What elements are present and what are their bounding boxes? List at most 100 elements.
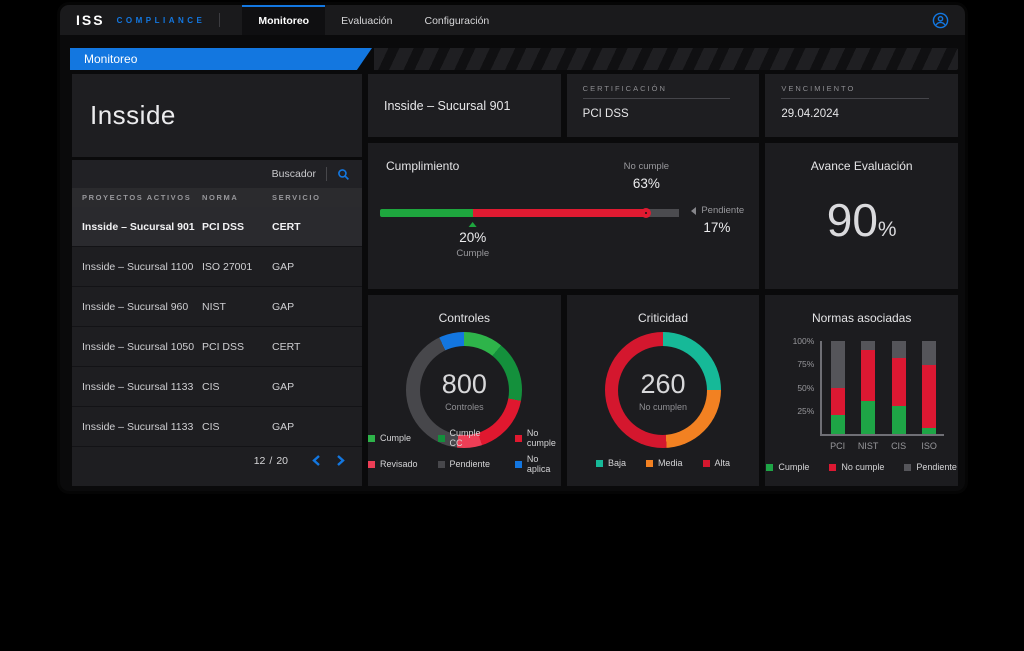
projects-sidebar: Insside Buscador PROYECTOS ACTIVOS N	[72, 74, 362, 486]
page-current: 12	[253, 454, 266, 467]
progress-marker[interactable]	[641, 208, 652, 218]
normas-x-axis: PCI NIST CIS ISO	[822, 441, 944, 451]
cell-servicio: GAP	[272, 420, 295, 433]
cell-proyecto: Insside – Sucursal 1133	[82, 420, 194, 433]
table-row[interactable]: Insside – Sucursal 1100 ISO 27001 GAP	[72, 247, 362, 287]
page-indicator: 12 / 20	[254, 455, 288, 467]
client-title: Insside	[72, 74, 362, 157]
x-axis-category-label: CIS	[891, 441, 907, 451]
brand-subtitle: COMPLIANCE	[116, 15, 206, 25]
stacked-bar-cis	[891, 341, 906, 434]
bar-segment	[922, 365, 937, 428]
bar-segment	[830, 387, 845, 416]
legend-label: Revisado	[380, 459, 418, 469]
user-account-icon[interactable]	[932, 12, 949, 29]
y-axis-tick-label: 100%	[792, 336, 815, 346]
app-window: ISS COMPLIANCE Monitoreo Evaluación Conf…	[60, 5, 965, 491]
criticidad-total: 260	[640, 368, 686, 399]
legend-item: Pendiente	[904, 462, 957, 472]
brand-logo: ISS COMPLIANCE	[60, 5, 221, 35]
bar-segment	[891, 406, 906, 434]
page-separator: /	[269, 454, 273, 467]
left-triangle-icon	[691, 206, 697, 215]
y-axis-tick-label: 50%	[797, 382, 815, 393]
bar-segment	[891, 357, 906, 407]
sidebar-filler	[72, 474, 362, 486]
ribbon-stripes-decoration	[374, 48, 958, 70]
avance-gauge: 90%	[765, 193, 958, 247]
legend-label: Cumple	[380, 433, 412, 443]
cell-proyecto: Insside – Sucursal 1133	[82, 380, 194, 393]
cell-servicio: CERT	[272, 220, 301, 233]
bar-segment	[922, 341, 937, 366]
bar-segment	[830, 341, 845, 388]
search-divider	[326, 167, 327, 181]
legend-item: No cumple	[514, 428, 561, 448]
legend-swatch	[904, 463, 912, 471]
no-cumple-value: 63%	[632, 176, 660, 191]
expiry-underline	[781, 98, 930, 99]
legend-label: No aplica	[526, 454, 551, 474]
cell-proyecto: Insside – Sucursal 1050	[82, 340, 195, 353]
page-total: 20	[276, 454, 288, 467]
y-axis-tick-label: 75%	[797, 359, 815, 370]
cumplimiento-title: Cumplimiento	[386, 159, 460, 173]
normas-bars	[822, 341, 944, 434]
legend-label: Baja	[607, 458, 626, 468]
expiry-card: VENCIMIENTO 29.04.2024	[765, 74, 958, 137]
y-axis-tick-label: 25%	[797, 405, 815, 416]
criticidad-donut-center: 260 No cumplen	[618, 345, 708, 435]
certification-underline	[582, 98, 731, 99]
legend-label: Media	[657, 458, 683, 468]
table-row[interactable]: Insside – Sucursal 1050 PCI DSS CERT	[72, 327, 362, 367]
cell-proyecto: Insside – Sucursal 960	[82, 300, 189, 313]
table-row[interactable]: Insside – Sucursal 1133 CIS GAP	[72, 407, 362, 447]
stacked-bar-pci	[830, 341, 845, 434]
table-row[interactable]: Insside – Sucursal 960 NIST GAP	[72, 287, 362, 327]
legend-swatch	[368, 434, 375, 442]
search-icon[interactable]	[337, 168, 350, 181]
search-input[interactable]: Buscador	[271, 168, 316, 180]
table-row[interactable]: Insside – Sucursal 901 PCI DSS CERT	[72, 207, 362, 247]
controles-donut-chart: 800 Controles	[406, 332, 523, 448]
cell-servicio: GAP	[272, 260, 295, 273]
bar-segment	[922, 427, 937, 434]
legend-swatch	[702, 459, 710, 467]
legend-item: No aplica	[514, 454, 561, 474]
controles-panel: Controles 800 Controles Cumple Cumple CC…	[368, 295, 561, 486]
legend-swatch	[514, 434, 522, 442]
table-row[interactable]: Insside – Sucursal 1133 CIS GAP	[72, 367, 362, 407]
previous-page-button[interactable]	[304, 451, 328, 471]
avance-unit: %	[877, 218, 897, 241]
legend-item: No cumple	[829, 462, 884, 472]
legend-item: Cumple	[766, 462, 809, 472]
search-bar[interactable]: Buscador	[72, 160, 362, 188]
certification-label: CERTIFICACIÓN	[582, 84, 667, 93]
selected-project-title: Insside – Sucursal 901	[384, 98, 511, 113]
certification-card: CERTIFICACIÓN PCI DSS	[566, 74, 760, 137]
legend-swatch	[437, 434, 445, 442]
tab-monitoreo[interactable]: Monitoreo	[242, 5, 326, 35]
next-page-button[interactable]	[328, 451, 352, 471]
cell-norma: PCI DSS	[202, 340, 245, 353]
cell-norma: ISO 27001	[202, 260, 253, 273]
pagination: 12 / 20	[72, 447, 362, 474]
criticidad-donut-chart: 260 No cumplen	[604, 332, 721, 448]
legend-swatch	[829, 463, 837, 471]
cell-proyecto: Insside – Sucursal 1100	[82, 260, 194, 273]
controles-total-label: Controles	[445, 401, 484, 412]
x-axis-category-label: ISO	[921, 441, 937, 451]
brand-divider	[219, 13, 221, 27]
controles-legend: Cumple Cumple CC No cumple Revisado Pend…	[368, 428, 561, 474]
criticidad-legend: Baja Media Alta	[567, 458, 760, 468]
tab-configuracion[interactable]: Configuración	[424, 15, 490, 27]
selected-project-card: Insside – Sucursal 901	[368, 74, 561, 137]
legend-swatch	[645, 459, 653, 467]
brand-name: ISS	[76, 12, 105, 28]
legend-item: Alta	[702, 458, 730, 468]
tab-evaluacion[interactable]: Evaluación	[341, 15, 393, 27]
cumple-label: Cumple	[456, 248, 490, 259]
bar-segment-cumple	[380, 209, 473, 217]
cell-norma: NIST	[202, 300, 226, 313]
